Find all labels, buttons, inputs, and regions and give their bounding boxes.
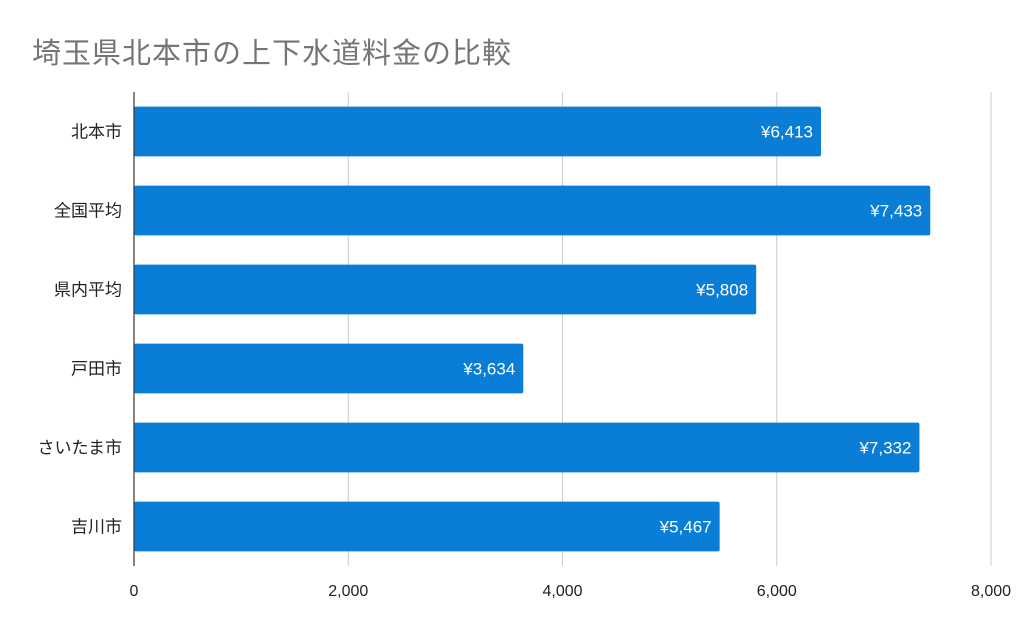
- category-label: 北本市: [71, 123, 122, 143]
- bar: [134, 185, 931, 236]
- category-label: 県内平均: [54, 281, 122, 301]
- x-tick-label: 8,000: [971, 583, 1011, 600]
- bar: [134, 422, 920, 473]
- x-tick-label: 6,000: [757, 583, 797, 600]
- category-label: さいたま市: [38, 439, 123, 459]
- category-label: 吉川市: [71, 518, 122, 538]
- bar: [134, 501, 720, 552]
- data-label: ¥5,808: [695, 281, 748, 300]
- data-label: ¥3,634: [462, 360, 515, 379]
- data-label: ¥5,467: [659, 518, 712, 537]
- category-label: 戸田市: [71, 360, 122, 380]
- x-tick-label: 0: [130, 583, 139, 600]
- data-label: ¥7,332: [858, 439, 911, 458]
- bar: [134, 106, 821, 157]
- data-label: ¥7,433: [869, 202, 922, 221]
- x-tick-label: 2,000: [328, 583, 368, 600]
- data-label: ¥6,413: [760, 123, 813, 142]
- category-label: 全国平均: [54, 202, 122, 222]
- bar: [134, 264, 757, 315]
- chart-title: 埼玉県北本市の上下水道料金の比較: [32, 36, 513, 70]
- bar: [134, 343, 524, 394]
- x-tick-label: 4,000: [542, 583, 582, 600]
